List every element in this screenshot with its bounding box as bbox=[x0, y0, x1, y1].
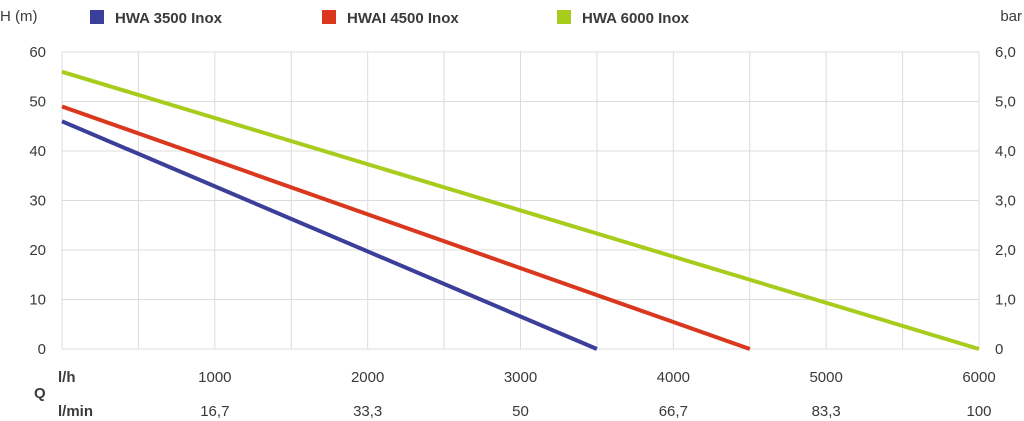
series-line bbox=[61, 69, 980, 351]
chart-tick-labels: 0 10 20 30 40 50 60 0 1,0 2,0 3,0 4,0 5,0 6,0 H (m) bar… bbox=[0, 8, 1022, 420]
y-tick-label: 30 bbox=[29, 193, 46, 210]
y2-tick-label: 2,0 bbox=[995, 242, 1016, 259]
y2-tick-label: 5,0 bbox=[995, 94, 1016, 111]
x-unit-lh-label: l/h bbox=[58, 369, 76, 386]
y-tick-label: 60 bbox=[29, 44, 46, 61]
x-tick-label-lmin: 16,7 bbox=[200, 403, 229, 420]
y-tick-label: 10 bbox=[29, 292, 46, 309]
x-tick-label-lmin: 33,3 bbox=[353, 403, 382, 420]
y-axis-label: H (m) bbox=[0, 8, 38, 25]
x-tick-label-lh: 2000 bbox=[351, 369, 384, 386]
y-tick-label: 20 bbox=[29, 242, 46, 259]
x-tick-label-lh: 3000 bbox=[504, 369, 537, 386]
y2-axis-label: bar bbox=[1000, 8, 1022, 25]
legend-swatch bbox=[557, 10, 571, 24]
x-tick-label-lh: 1000 bbox=[198, 369, 231, 386]
y2-tick-label: 6,0 bbox=[995, 44, 1016, 61]
y2-tick-label: 3,0 bbox=[995, 193, 1016, 210]
legend-label: HWAI 4500 Inox bbox=[347, 10, 459, 27]
x-tick-label-lh: 4000 bbox=[657, 369, 690, 386]
legend-label: HWA 3500 Inox bbox=[115, 10, 223, 27]
x-tick-label-lmin: 83,3 bbox=[812, 403, 841, 420]
y-tick-label: 40 bbox=[29, 143, 46, 160]
x-tick-label-lmin: 50 bbox=[512, 403, 529, 420]
legend-label: HWA 6000 Inox bbox=[582, 10, 690, 27]
y2-tick-label: 0 bbox=[995, 341, 1003, 358]
chart-grid bbox=[61, 51, 980, 350]
legend-swatch bbox=[90, 10, 104, 24]
y-tick-label: 50 bbox=[29, 94, 46, 111]
x-unit-lmin-label: l/min bbox=[58, 403, 93, 420]
series-line bbox=[61, 104, 751, 351]
x-tick-label-lh: 5000 bbox=[809, 369, 842, 386]
chart-series bbox=[61, 69, 980, 351]
y2-tick-label: 1,0 bbox=[995, 292, 1016, 309]
x-tick-label-lmin: 66,7 bbox=[659, 403, 688, 420]
y2-tick-label: 4,0 bbox=[995, 143, 1016, 160]
q-axis-label: Q bbox=[34, 385, 46, 402]
y-tick-label: 0 bbox=[38, 341, 46, 358]
series-line bbox=[61, 119, 598, 351]
legend-swatch bbox=[322, 10, 336, 24]
x-tick-label-lh: 6000 bbox=[962, 369, 995, 386]
chart-legend: HWA 3500 Inox HWAI 4500 Inox HWA 6000 Inox bbox=[90, 10, 690, 27]
x-tick-label-lmin: 100 bbox=[966, 403, 991, 420]
